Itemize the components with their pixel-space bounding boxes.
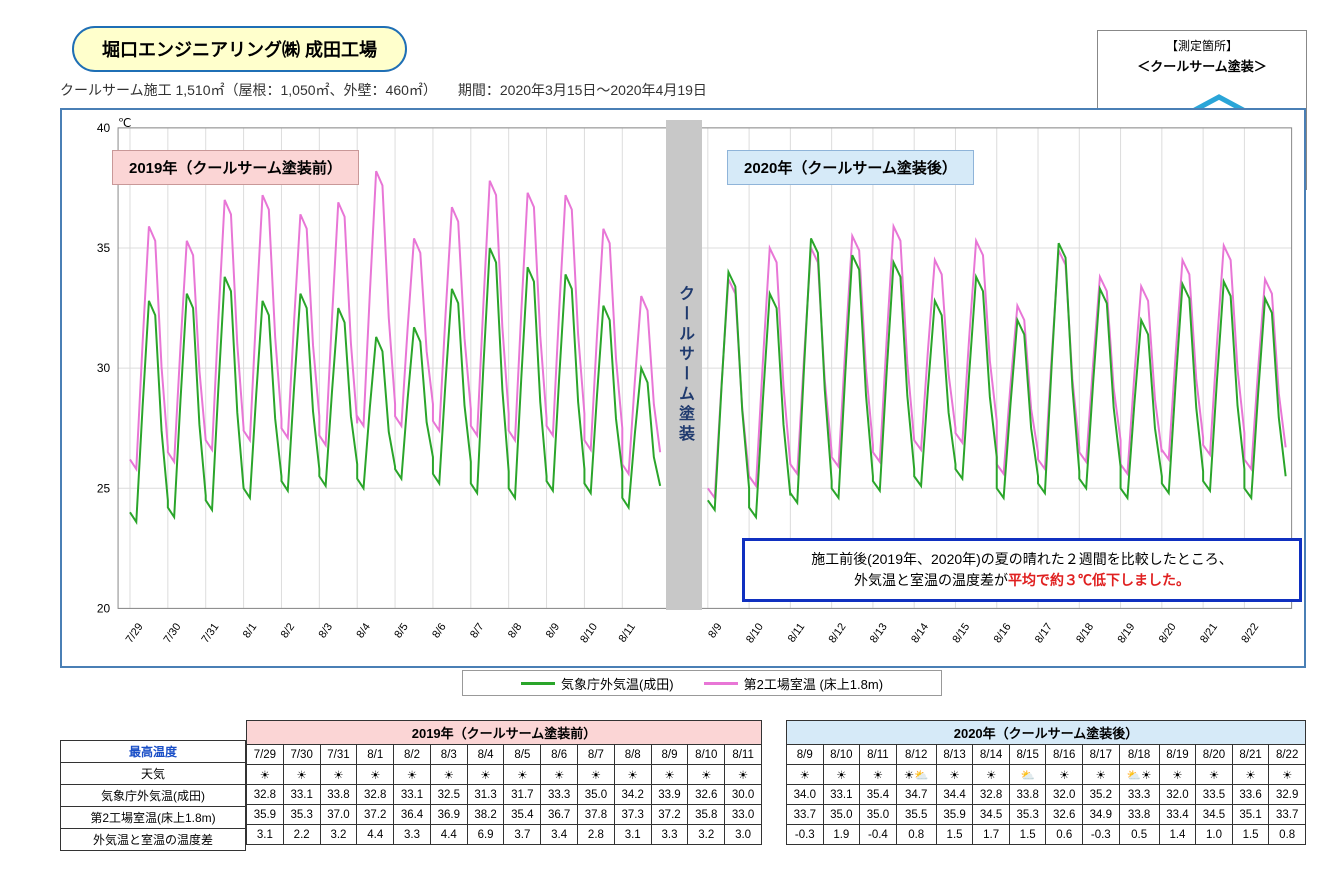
subtitle-text: クールサーム施工 1,510㎡（屋根：1,050㎡、外壁：460㎡） 期間：20… xyxy=(60,80,707,100)
svg-text:20: 20 xyxy=(97,601,111,615)
chart-container: ℃ 20253035407/297/307/318/18/28/38/48/58… xyxy=(60,108,1306,668)
svg-text:40: 40 xyxy=(97,121,111,135)
svg-text:8/11: 8/11 xyxy=(616,621,638,645)
svg-text:35: 35 xyxy=(97,241,111,255)
legend-item-outdoor: 気象庁外気温(成田) xyxy=(521,674,674,693)
badge-2019: 2019年（クールサーム塗装前） xyxy=(112,150,359,185)
conclusion-box: 施工前後(2019年、2020年)の夏の晴れた２週間を比較したところ、 外気温と… xyxy=(742,538,1302,602)
svg-text:30: 30 xyxy=(97,361,111,375)
legend-swatch-green xyxy=(521,682,555,685)
svg-text:8/14: 8/14 xyxy=(909,621,931,645)
svg-text:8/6: 8/6 xyxy=(430,621,449,640)
svg-text:8/9: 8/9 xyxy=(706,621,725,640)
svg-text:7/29: 7/29 xyxy=(124,621,146,645)
badge-2020: 2020年（クールサーム塗装後） xyxy=(727,150,974,185)
data-tables: 最高温度 天気 気象庁外気温(成田) 第2工場室温(床上1.8m) 外気温と室温… xyxy=(60,720,1306,851)
row-labels-table: 最高温度 天気 気象庁外気温(成田) 第2工場室温(床上1.8m) 外気温と室温… xyxy=(60,720,246,851)
row-diff: 外気温と室温の温度差 xyxy=(61,828,246,850)
row-weather: 天気 xyxy=(61,762,246,784)
page-title: 堀口エンジニアリング㈱ 成田工場 xyxy=(72,26,407,72)
svg-text:8/17: 8/17 xyxy=(1033,621,1055,645)
svg-text:8/22: 8/22 xyxy=(1239,621,1261,645)
chart-divider: クールサーム塗装 xyxy=(666,120,702,610)
svg-text:8/16: 8/16 xyxy=(992,621,1014,645)
chart-legend: 気象庁外気温(成田) 第2工場室温 (床上1.8m) xyxy=(462,670,942,696)
row-max-temp: 最高温度 xyxy=(61,740,246,762)
svg-text:8/8: 8/8 xyxy=(506,621,525,640)
legend-label-1: 第2工場室温 (床上1.8m) xyxy=(744,674,883,693)
legend-swatch-pink xyxy=(704,682,738,685)
svg-text:8/10: 8/10 xyxy=(744,621,766,645)
table-2019: 2019年（クールサーム塗装前）7/297/307/318/18/28/38/4… xyxy=(246,720,762,845)
svg-text:8/2: 8/2 xyxy=(279,621,298,640)
svg-text:8/20: 8/20 xyxy=(1157,621,1179,645)
svg-text:8/4: 8/4 xyxy=(354,621,373,640)
row-room: 第2工場室温(床上1.8m) xyxy=(61,806,246,828)
svg-text:8/19: 8/19 xyxy=(1115,621,1137,645)
svg-text:8/13: 8/13 xyxy=(868,621,890,645)
svg-text:8/7: 8/7 xyxy=(468,621,487,640)
table-2020: 2020年（クールサーム塗装後）8/98/108/118/128/138/148… xyxy=(786,720,1306,845)
legend-label-0: 気象庁外気温(成田) xyxy=(561,674,674,693)
svg-text:8/12: 8/12 xyxy=(827,621,849,645)
svg-text:8/11: 8/11 xyxy=(786,621,808,645)
svg-text:8/3: 8/3 xyxy=(317,621,336,640)
legend-item-room: 第2工場室温 (床上1.8m) xyxy=(704,674,883,693)
row-outdoor: 気象庁外気温(成田) xyxy=(61,784,246,806)
conclusion-highlight: 平均で約３℃低下しました。 xyxy=(1008,572,1190,588)
svg-text:8/10: 8/10 xyxy=(578,621,600,645)
svg-text:8/18: 8/18 xyxy=(1074,621,1096,645)
measure-caption: 【測定箇所】 xyxy=(1104,37,1300,54)
svg-text:8/1: 8/1 xyxy=(241,621,260,640)
svg-text:8/15: 8/15 xyxy=(950,621,972,645)
conclusion-line2a: 外気温と室温の温度差が xyxy=(854,572,1008,588)
svg-text:7/31: 7/31 xyxy=(199,621,221,645)
svg-text:7/30: 7/30 xyxy=(162,621,184,645)
svg-text:8/21: 8/21 xyxy=(1198,621,1220,645)
svg-text:8/9: 8/9 xyxy=(544,621,563,640)
measure-subtitle: ＜クールサーム塗装＞ xyxy=(1104,56,1300,75)
svg-text:8/5: 8/5 xyxy=(392,621,411,640)
svg-text:25: 25 xyxy=(97,481,111,495)
conclusion-line1: 施工前後(2019年、2020年)の夏の晴れた２週間を比較したところ、 xyxy=(811,551,1233,567)
divider-label: クールサーム塗装 xyxy=(672,285,696,445)
